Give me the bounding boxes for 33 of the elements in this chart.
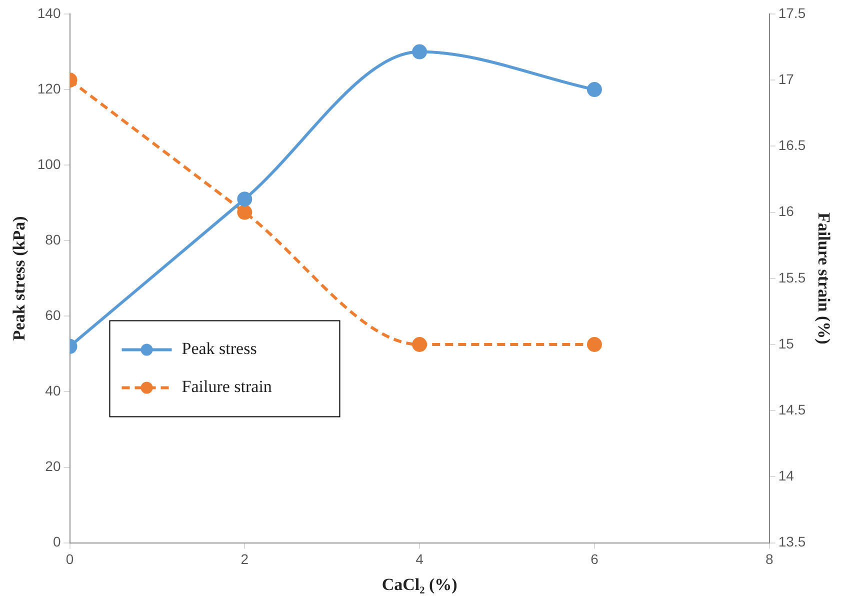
point xyxy=(237,204,252,220)
y-tick-label: 40 xyxy=(45,382,61,399)
y2-tick-label: 17.5 xyxy=(778,4,806,21)
legend-label: Failure strain xyxy=(182,377,272,396)
y-tick-label: 120 xyxy=(37,80,61,96)
x-axis-title: CaCl₂ (%) xyxy=(382,575,458,594)
y2-tick-label: 15 xyxy=(778,335,794,352)
y-tick-label: 100 xyxy=(37,156,61,172)
y-tick-label: 60 xyxy=(45,307,61,324)
x-tick-label: 2 xyxy=(240,551,249,568)
y2-tick-label: 15.5 xyxy=(778,269,806,286)
y-tick-label: 0 xyxy=(52,534,61,550)
point xyxy=(237,192,252,207)
legend-label: Peak stress xyxy=(182,339,257,358)
point xyxy=(586,82,602,98)
x-tick-label: 8 xyxy=(765,551,774,568)
y2-tick-label: 17 xyxy=(778,70,794,87)
point xyxy=(412,44,428,60)
y2-tick-label: 14 xyxy=(778,468,794,484)
y-axis-title: Peak stress (kPa) xyxy=(10,216,29,341)
point xyxy=(586,337,602,352)
point xyxy=(412,337,428,352)
y2-axis-title: Failure strain (%) xyxy=(814,212,834,344)
y-tick-label: 80 xyxy=(45,231,61,248)
y-tick-label: 140 xyxy=(37,4,61,21)
y2-tick-label: 14.5 xyxy=(778,401,806,418)
x-tick-label: 6 xyxy=(590,551,599,568)
x-tick-label: 4 xyxy=(416,551,424,568)
y-tick-label: 20 xyxy=(45,458,61,474)
x-tick-label: 0 xyxy=(66,551,74,568)
y2-tick-label: 13.5 xyxy=(778,534,806,550)
y2-tick-label: 16.5 xyxy=(778,137,806,154)
y2-tick-label: 16 xyxy=(778,203,794,220)
